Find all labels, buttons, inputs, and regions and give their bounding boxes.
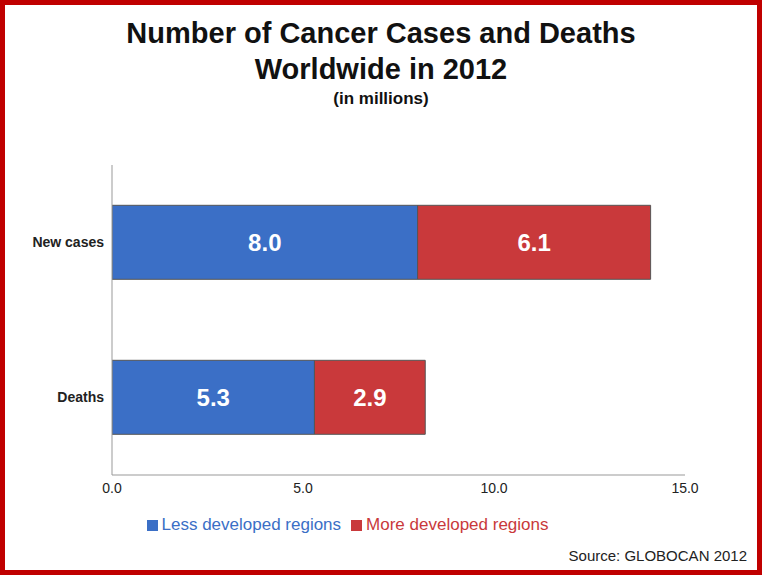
svg-text:Deaths: Deaths [57,389,104,405]
svg-text:15.0: 15.0 [671,480,698,496]
svg-text:6.1: 6.1 [517,229,550,256]
svg-text:New cases: New cases [32,234,104,250]
svg-text:0.0: 0.0 [102,480,122,496]
html-text:More developed regions: More developed regions [366,515,549,534]
html-text:Source: GLOBOCAN 2012: Source: GLOBOCAN 2012 [568,547,747,564]
html-text:(in millions): (in millions) [333,89,429,108]
svg-text:2.9: 2.9 [353,384,386,411]
svg-text:5.0: 5.0 [293,480,313,496]
svg-text:8.0: 8.0 [248,229,281,256]
html-text:Less developed regions: Less developed regions [161,515,342,534]
svg-text:10.0: 10.0 [480,480,507,496]
svg-text:5.3: 5.3 [197,384,230,411]
html-text:Number of Cancer Cases and Dea: Number of Cancer Cases and Deaths Worldw… [126,17,636,85]
